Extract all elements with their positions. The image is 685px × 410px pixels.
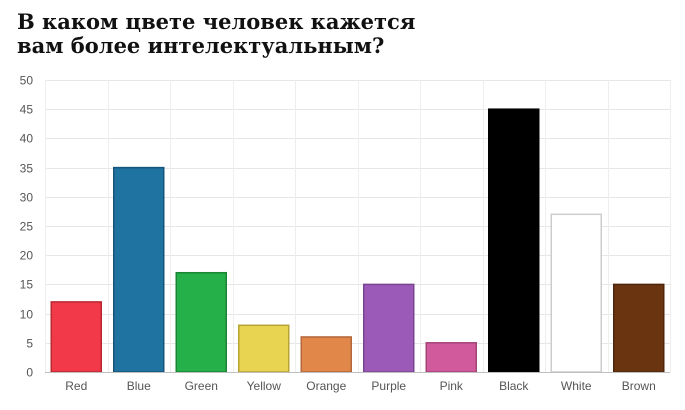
bar-orange <box>300 336 352 373</box>
bar-green <box>175 271 227 373</box>
x-tick-label: Green <box>185 379 218 393</box>
y-tick-label: 10 <box>20 308 34 322</box>
bar-red <box>50 301 102 373</box>
x-tick-label: Red <box>65 379 87 393</box>
x-tick-label: Brown <box>622 379 656 393</box>
y-tick-label: 0 <box>26 366 33 380</box>
x-tick-label: Orange <box>306 379 346 393</box>
chart-title: В каком цвете человек кажется вам более … <box>17 10 667 58</box>
y-tick-label: 15 <box>20 278 34 292</box>
y-tick-label: 40 <box>20 132 34 146</box>
x-tick-label: Yellow <box>247 379 282 393</box>
bar-purple <box>363 283 415 373</box>
chart-bars <box>50 108 665 373</box>
chart-axes: 0 5 10 15 20 25 30 35 40 45 50 Red Blue Green Yellow Or… <box>20 74 670 393</box>
bar-blue <box>113 166 165 373</box>
chart-title-line-2: вам более интелектуальным? <box>17 33 385 58</box>
y-tick-label: 5 <box>26 337 33 351</box>
x-tick-label: Pink <box>440 379 464 393</box>
bar-pink <box>425 342 477 373</box>
bar-yellow <box>238 324 290 373</box>
y-tick-label: 45 <box>20 103 34 117</box>
y-tick-label: 25 <box>20 220 34 234</box>
bar-brown <box>613 283 665 373</box>
bar-white <box>550 213 602 373</box>
y-tick-label: 20 <box>20 249 34 263</box>
bar-black <box>488 108 540 373</box>
chart-title-line-1: В каком цвете человек кажется <box>17 9 416 34</box>
y-tick-label: 35 <box>20 162 34 176</box>
x-tick-label: Black <box>499 379 529 393</box>
y-tick-label: 30 <box>20 191 34 205</box>
x-tick-label: White <box>561 379 592 393</box>
x-tick-label: Blue <box>127 379 151 393</box>
x-tick-label: Purple <box>371 379 406 393</box>
y-tick-label: 50 <box>20 74 34 88</box>
